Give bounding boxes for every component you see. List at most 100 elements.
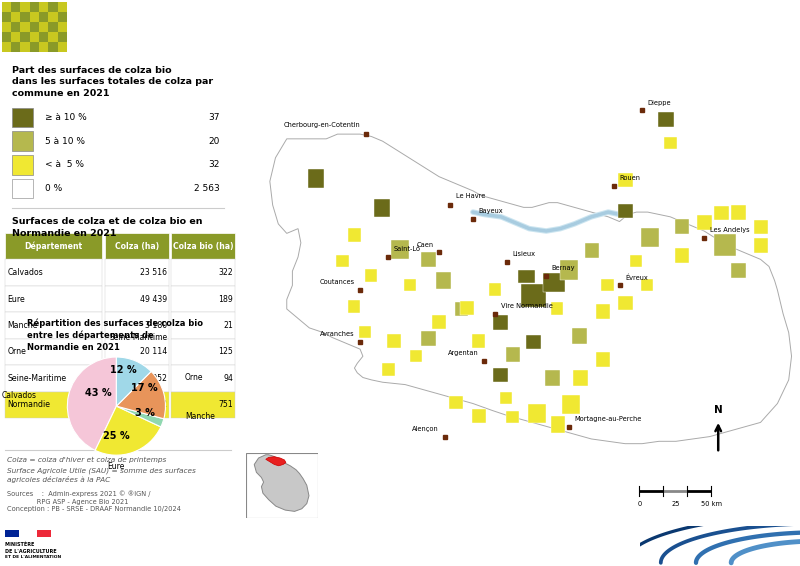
Bar [387,333,401,348]
Bar [374,199,390,217]
Bar [0,526,118,566]
Bar [493,315,509,330]
Text: Rouen: Rouen [619,175,641,181]
Text: 0 %: 0 % [45,184,62,193]
Bar [472,333,486,348]
Bar [11,22,20,32]
Text: Évreux: Évreux [625,274,648,281]
Bar [336,255,349,267]
Text: Eure: Eure [108,462,125,471]
Text: 23 516: 23 516 [140,268,167,277]
Bar [171,286,235,312]
Text: 5 à 10 %: 5 à 10 % [45,137,85,145]
Text: Bernay: Bernay [552,265,575,271]
Bar [12,131,33,151]
Bar [39,42,49,52]
Text: DE L'AGRICULTURE: DE L'AGRICULTURE [5,548,57,554]
Text: Part des surfaces de colza bio
dans les surfaces totales de colza par
commune en: Part des surfaces de colza bio dans les … [12,66,213,98]
Bar [30,22,39,32]
Bar [58,32,67,42]
Bar [5,365,102,392]
Text: Colza bio (ha): Colza bio (ha) [173,242,234,251]
Text: Le Havre: Le Havre [456,194,486,199]
Text: Caen: Caen [416,242,434,247]
Text: Production
végétale: Production végétale [92,7,164,37]
Bar [714,206,729,220]
Bar [12,178,33,199]
Bar [562,395,580,414]
Text: Part des surfaces de colza bio
par commune en Normandie en 2021: Part des surfaces de colza bio par commu… [236,9,570,42]
Bar [731,205,746,220]
Bar [618,204,633,218]
Text: Département: Département [24,241,82,251]
Wedge shape [67,357,117,451]
Bar [171,339,235,365]
Polygon shape [266,457,286,466]
Text: Surfaces de colza et de colza bio en
Normandie en 2021: Surfaces de colza et de colza bio en Nor… [12,217,202,238]
Bar [489,284,501,296]
Bar [359,326,371,338]
Text: 49 439: 49 439 [140,294,167,303]
Text: Colza = colza d'hiver et colza de printemps: Colza = colza d'hiver et colza de printe… [7,456,166,462]
Bar [5,233,102,259]
Bar [382,363,395,376]
Bar [37,530,51,538]
Bar [421,252,436,267]
Text: Direction Régionale de l'Alimentation, de l'Agriculture et de la Forêt (DRAAF) N: Direction Régionale de l'Alimentation, d… [124,531,584,555]
Text: 37: 37 [208,113,219,122]
Bar [560,260,578,280]
Bar [574,370,588,385]
Bar [30,32,39,42]
Bar [11,32,20,42]
Bar [526,335,541,349]
Text: Normandie: Normandie [7,400,50,409]
Text: Coutances: Coutances [319,280,354,285]
Bar [30,2,39,12]
Wedge shape [95,406,161,455]
Wedge shape [117,371,166,419]
Text: Seine-Maritime: Seine-Maritime [7,374,66,383]
Bar [20,32,30,42]
Bar [105,312,170,339]
Text: 125: 125 [218,348,233,357]
Text: 21: 21 [223,321,233,330]
Text: 3 %: 3 % [135,408,155,418]
Bar [506,411,519,423]
Text: 50 km: 50 km [701,501,722,507]
Bar [2,12,11,22]
Text: Calvados: Calvados [2,391,37,400]
Text: 17 %: 17 % [130,383,158,393]
Text: Surface Agricole Utile (SAU) = somme des surfaces
agricoles déclarées à la PAC: Surface Agricole Utile (SAU) = somme des… [7,468,196,483]
Bar [410,350,422,362]
Bar [2,32,11,42]
Text: Lisieux: Lisieux [512,251,535,257]
Text: 20 114: 20 114 [140,348,167,357]
Bar [39,12,49,22]
Text: Orne: Orne [7,348,26,357]
Bar [58,42,67,52]
Text: 25 %: 25 % [103,431,130,441]
Text: 25: 25 [671,501,680,507]
Bar [714,234,736,256]
Text: ET DE L'ALIMENTATION: ET DE L'ALIMENTATION [5,555,61,559]
Polygon shape [270,134,791,444]
Bar [5,530,19,538]
Bar [39,22,49,32]
Bar [674,219,690,234]
Bar [472,409,486,423]
Bar [618,296,633,310]
Bar [528,405,546,423]
Bar [58,12,67,22]
Bar [754,238,769,253]
Bar [391,239,409,259]
Bar [11,12,20,22]
Text: 32: 32 [208,160,219,169]
Text: 23 952: 23 952 [140,374,167,383]
Bar [404,278,417,291]
Bar [2,42,11,52]
Bar [11,2,20,12]
Bar [432,315,446,329]
Bar [641,278,654,291]
Bar [698,216,712,230]
Bar [20,22,30,32]
